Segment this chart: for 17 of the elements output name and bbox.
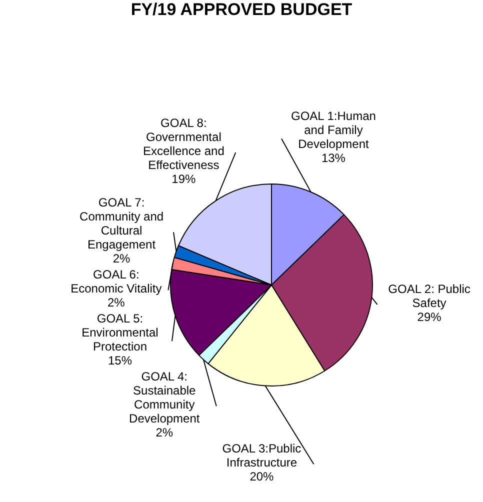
data-label: 2% bbox=[112, 251, 131, 266]
slice-label: GOAL 7: Community and Cultural Engagement bbox=[80, 195, 164, 252]
data-label: 13% bbox=[321, 150, 346, 165]
data-label: 29% bbox=[417, 310, 442, 324]
slice-label: GOAL 2: Public Safety bbox=[388, 282, 470, 310]
slice-label: GOAL 4: Sustainable Community Development bbox=[129, 369, 200, 426]
slice-label: GOAL 5: Environmental Protection bbox=[82, 311, 158, 354]
slice-label: GOAL 6: Economic Vitality bbox=[70, 267, 162, 296]
data-label: 19% bbox=[172, 172, 196, 186]
data-label: 2% bbox=[108, 295, 126, 310]
slice-label: GOAL 3:Public Infrastructure bbox=[222, 441, 302, 470]
slice-label: GOAL 1:Human and Family Development bbox=[291, 108, 376, 151]
data-label: 20% bbox=[250, 469, 274, 484]
slice-label: GOAL 8: Governmental Excellence and Effectiveness bbox=[142, 116, 224, 172]
chart-title: FY/19 APPROVED BUDGET bbox=[130, 0, 354, 21]
data-label: 15% bbox=[108, 353, 132, 368]
data-label: 2% bbox=[156, 425, 174, 440]
